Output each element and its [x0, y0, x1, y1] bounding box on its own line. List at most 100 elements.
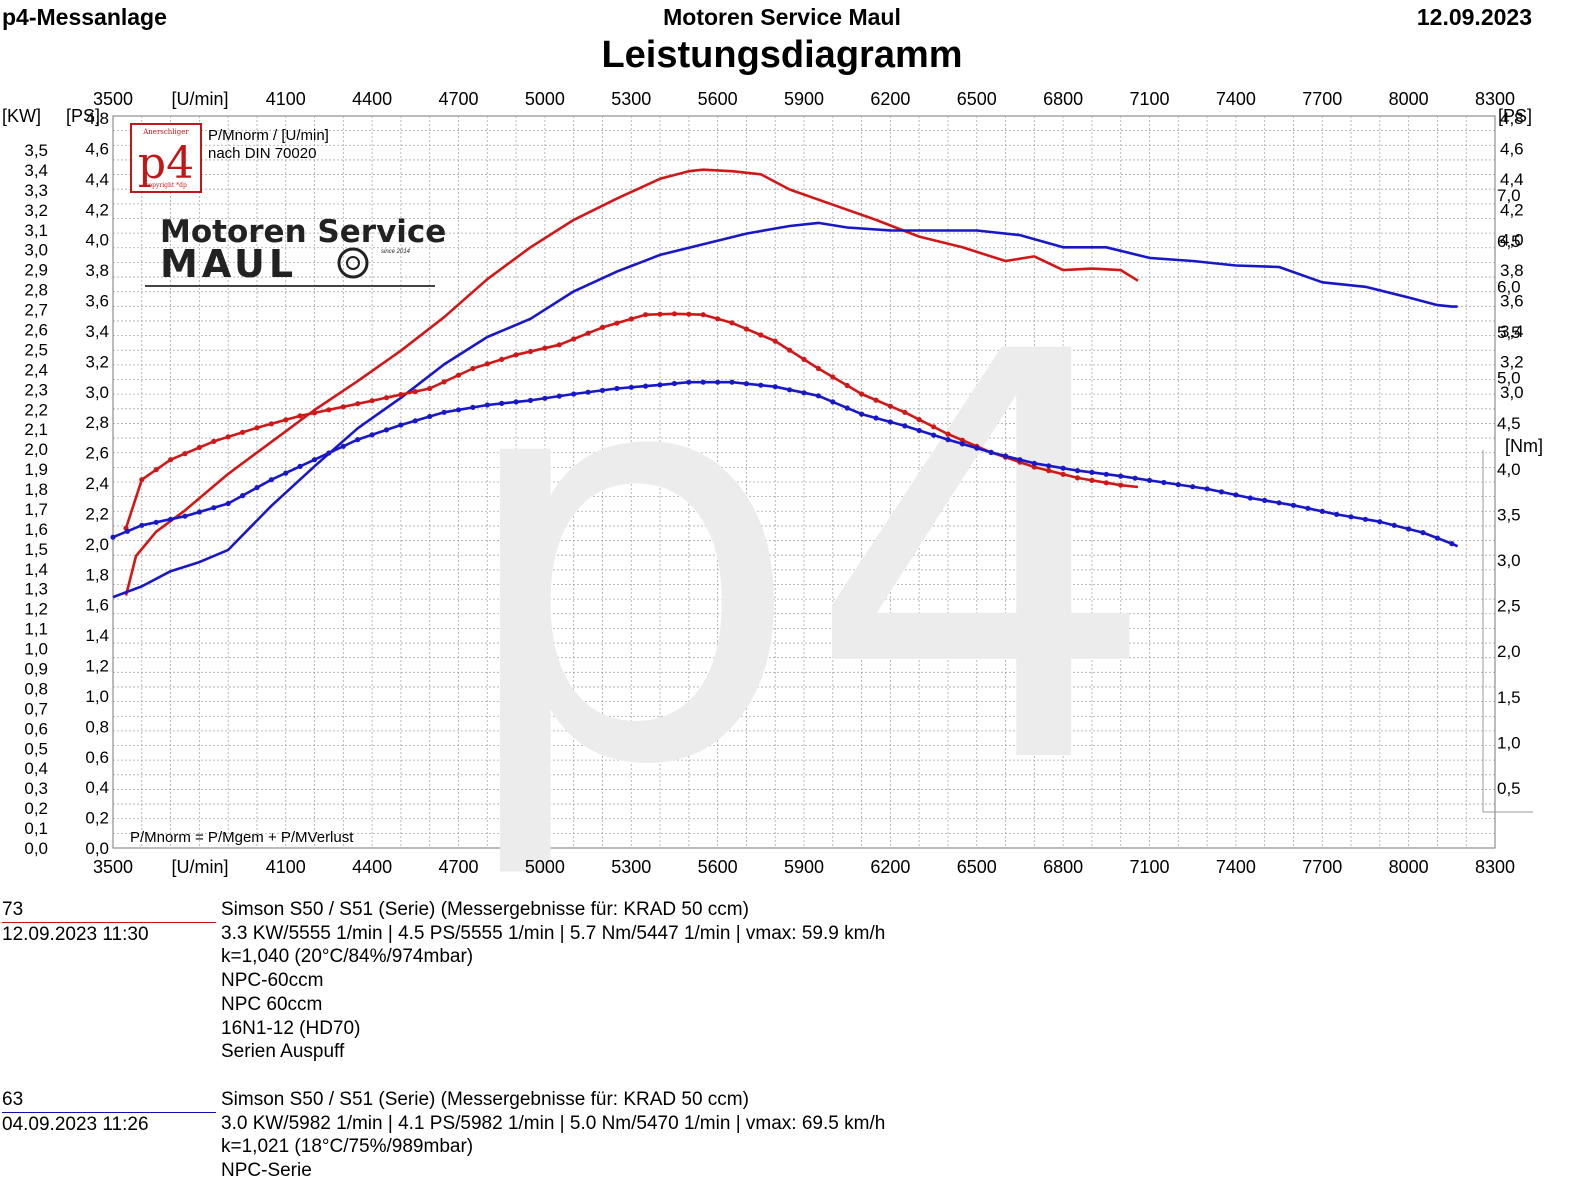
kw-tick-label: 3,0: [24, 241, 48, 260]
torque-point-63: [945, 437, 951, 443]
ps-tick-label-left: 1,6: [85, 596, 109, 615]
ps-tick-label-left: 2,2: [85, 504, 109, 523]
x-tick-label-bottom: 5300: [611, 857, 651, 877]
torque-point-63: [556, 393, 562, 399]
info-line-2: nach DIN 70020: [208, 145, 316, 162]
torque-point-73: [729, 320, 735, 326]
torque-point-63: [283, 470, 289, 476]
torque-point-73: [254, 425, 260, 431]
x-tick-label-top: 5000: [525, 89, 565, 109]
ps-tick-label-left: 0,6: [85, 748, 109, 767]
torque-point-73: [527, 348, 534, 355]
ps-tick-label-left: 3,4: [85, 322, 109, 341]
kw-tick-label: 0,5: [24, 739, 48, 758]
torque-point-63: [1247, 495, 1253, 501]
torque-point-73: [916, 417, 922, 423]
torque-point-63: [815, 393, 822, 399]
kw-tick-label: 0,6: [24, 719, 48, 738]
x-tick-label-top: 5900: [784, 89, 824, 109]
x-tick-label-bottom: 7100: [1129, 857, 1169, 877]
ps-unit-label-left: [PS]: [66, 106, 100, 126]
torque-point-73: [455, 372, 462, 378]
torque-point-73: [1046, 468, 1052, 474]
torque-point-73: [815, 365, 822, 372]
torque-point-63: [859, 411, 865, 417]
legend-line: Simson S50 / S51 (Serie) (Messergebnisse…: [221, 1089, 749, 1110]
x-tick-label-bottom: 5600: [698, 857, 738, 877]
torque-point-63: [686, 379, 692, 385]
ps-tick-label-left: 2,6: [85, 444, 109, 463]
torque-point-63: [455, 407, 462, 413]
x-unit-label-bottom: [U/min]: [171, 857, 228, 877]
ps-tick-label-right: 3,6: [1500, 292, 1524, 311]
kw-tick-label: 1,5: [24, 540, 48, 559]
torque-point-63: [758, 382, 764, 388]
kw-tick-label: 0,2: [24, 799, 48, 818]
legend-line: Simson S50 / S51 (Serie) (Messergebnisse…: [221, 899, 749, 920]
ps-unit-label-right: [PS]: [1498, 106, 1532, 126]
torque-point-73: [859, 391, 865, 397]
kw-tick-label: 1,6: [24, 520, 48, 539]
torque-point-73: [700, 312, 706, 318]
ps-tick-label-left: 4,8: [85, 109, 109, 128]
legend-line: NPC 60ccm: [221, 993, 323, 1015]
torque-point-63: [340, 443, 346, 449]
torque-point-63: [715, 379, 721, 385]
x-tick-label-top: 5300: [611, 89, 651, 109]
x-tick-label-top: 3500: [93, 89, 133, 109]
badge-p4-text: p4: [138, 138, 194, 189]
ps-tick-label-left: 3,8: [85, 261, 109, 280]
info-line-1: P/Mnorm / [U/min]: [208, 127, 329, 144]
torque-point-73: [887, 403, 894, 409]
torque-point-63: [1118, 473, 1124, 479]
torque-point-73: [772, 338, 778, 344]
torque-point-63: [211, 505, 217, 511]
x-tick-label-top: 4400: [352, 89, 392, 109]
torque-point-63: [585, 389, 591, 395]
torque-point-73: [599, 324, 606, 330]
ps-tick-label-left: 2,4: [85, 474, 109, 493]
torque-point-73: [240, 429, 246, 435]
torque-point-73: [470, 365, 476, 372]
nm-unit-label: [Nm]: [1505, 436, 1543, 456]
x-tick-label-top: 6800: [1043, 89, 1083, 109]
chart-axes: 3500 3500 4100 4100 4400 4400 4700 4700 5000 5000…: [2, 89, 1543, 877]
torque-point-63: [1334, 511, 1340, 517]
kw-tick-label: 2,5: [24, 340, 48, 359]
torque-point-73: [657, 311, 663, 317]
torque-point-63: [427, 413, 433, 420]
torque-point-63: [571, 391, 577, 397]
torque-point-73: [1074, 475, 1081, 481]
nm-tick-label: 1,5: [1497, 688, 1521, 707]
torque-point-63: [1391, 522, 1397, 528]
ps-tick-label-right: 3,8: [1500, 261, 1524, 280]
ps-tick-label-right: 4,6: [1500, 139, 1524, 158]
torque-point-63: [1305, 505, 1311, 511]
torque-point-63: [1031, 460, 1037, 466]
torque-point-73: [1031, 464, 1037, 470]
nm-tick-label: 6,5: [1497, 232, 1521, 251]
kw-tick-label: 0,1: [24, 819, 48, 838]
legend-id: 63: [2, 1088, 216, 1113]
kw-tick-label: 3,1: [24, 221, 48, 240]
ps-tick-label-right: 4,4: [1500, 170, 1524, 189]
ps-tick-label-left: 1,0: [85, 687, 109, 706]
ps-tick-label-right: 3,0: [1500, 383, 1524, 402]
torque-point-63: [355, 437, 361, 443]
torque-point-63: [599, 387, 606, 393]
legend-line: NPC-60ccm: [221, 970, 324, 992]
x-tick-label-bottom: 6500: [957, 857, 997, 877]
ps-tick-label-right: 4,0: [1500, 231, 1524, 250]
ps-tick-label-right: 4,8: [1500, 109, 1524, 128]
torque-point-63: [657, 382, 663, 388]
torque-point-63: [1002, 453, 1009, 459]
ps-tick-label-right: 3,2: [1500, 352, 1524, 371]
ps-tick-label-left: 4,0: [85, 231, 109, 250]
x-tick-label-top: 8000: [1389, 89, 1429, 109]
torque-point-73: [801, 356, 807, 362]
torque-point-63: [988, 449, 994, 455]
torque-point-73: [758, 332, 764, 338]
ps-tick-label-left: 0,8: [85, 717, 109, 736]
nm-tick-label: 2,0: [1497, 642, 1521, 661]
torque-point-73: [340, 404, 346, 410]
